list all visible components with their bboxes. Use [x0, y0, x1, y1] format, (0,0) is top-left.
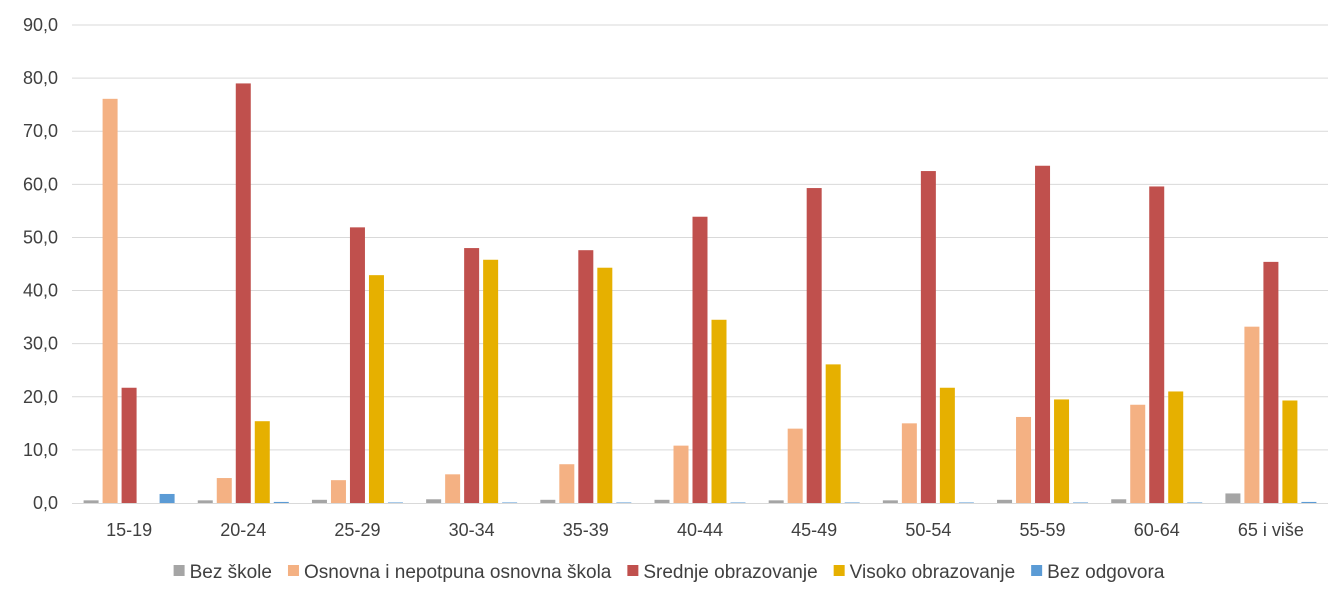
x-tick-label: 15-19: [106, 520, 152, 540]
bar: [1130, 404, 1146, 503]
bar: [1111, 499, 1127, 503]
bar: [692, 216, 708, 503]
legend-swatch: [1031, 565, 1043, 576]
bar: [197, 500, 213, 503]
legend-swatch: [173, 565, 185, 576]
x-tick-label: 30-34: [449, 520, 495, 540]
bar: [311, 499, 327, 503]
bar: [578, 250, 594, 503]
bar: [673, 445, 689, 503]
bar: [1035, 165, 1051, 503]
y-axis: 0,0 10,0 20,0 30,0 40,0 50,0 60,0 70,0 80,0 90,0: [23, 15, 58, 513]
bar: [920, 171, 936, 504]
bar: [1244, 326, 1260, 503]
bar: [1282, 400, 1298, 503]
y-tick-label: 90,0: [23, 15, 58, 35]
bar: [806, 188, 822, 503]
legend: Bez škole Osnovna i nepotpuna osnovna ško…: [173, 562, 1165, 583]
bar: [597, 267, 613, 503]
x-tick-label: 45-49: [791, 520, 837, 540]
legend-item: Bez odgovora: [1031, 562, 1165, 583]
bar: [958, 502, 974, 503]
bar: [387, 502, 403, 503]
bar: [1301, 501, 1317, 503]
legend-label: Osnovna i nepotpuna osnovna škola: [304, 562, 612, 583]
y-tick-label: 40,0: [23, 281, 58, 301]
bar: [1016, 416, 1032, 503]
x-tick-label: 35-39: [563, 520, 609, 540]
y-tick-label: 20,0: [23, 387, 58, 407]
bar: [1168, 391, 1184, 503]
y-tick-label: 70,0: [23, 121, 58, 141]
bar: [83, 500, 99, 503]
x-tick-label: 60-64: [1134, 520, 1180, 540]
bar: [349, 227, 365, 503]
bar: [216, 478, 232, 503]
x-tick-label: 20-24: [220, 520, 266, 540]
legend-swatch: [287, 565, 299, 576]
bar: [159, 493, 175, 503]
bar: [1073, 502, 1089, 503]
legend-item: Osnovna i nepotpuna osnovna škola: [287, 562, 612, 583]
legend-item: Srednje obrazovanje: [627, 562, 818, 583]
bar: [235, 83, 251, 503]
y-tick-label: 80,0: [23, 68, 58, 88]
legend-swatch: [627, 565, 639, 576]
bar: [559, 464, 575, 503]
bar: [330, 480, 346, 503]
bar: [768, 500, 784, 503]
bar: [844, 502, 860, 503]
bar: [502, 502, 518, 503]
bar: [426, 499, 442, 503]
bar: [939, 387, 955, 503]
bar: [997, 499, 1013, 503]
legend-swatch: [833, 565, 845, 576]
x-axis: 15-19 20-24 25-29 30-34 35-39 40-44 45-49 50-54…: [72, 503, 1328, 540]
legend-item: Visoko obrazovanje: [833, 562, 1015, 583]
bar: [616, 502, 632, 503]
bar: [787, 428, 803, 503]
bar: [711, 319, 727, 503]
bar: [654, 499, 670, 503]
legend-label: Bez škole: [190, 562, 272, 583]
y-tick-label: 50,0: [23, 227, 58, 247]
x-tick-label: 40-44: [677, 520, 723, 540]
bar: [1054, 399, 1070, 503]
bar: [254, 421, 270, 503]
bar: [368, 275, 384, 503]
y-tick-label: 10,0: [23, 440, 58, 460]
bar: [483, 259, 499, 503]
bar: [540, 499, 556, 503]
bars: [83, 83, 1317, 504]
bar: [730, 502, 746, 503]
bar: [901, 423, 917, 503]
y-tick-label: 0,0: [33, 493, 58, 513]
bar: [825, 364, 841, 503]
x-tick-label: 25-29: [334, 520, 380, 540]
bar: [121, 387, 137, 503]
bar: [464, 248, 480, 503]
y-tick-label: 60,0: [23, 174, 58, 194]
x-tick-label: 50-54: [905, 520, 951, 540]
bar: [1187, 502, 1203, 503]
x-tick-label: 65 i više: [1238, 520, 1304, 540]
y-tick-label: 30,0: [23, 334, 58, 354]
bar: [273, 501, 289, 503]
bar: [1225, 493, 1241, 503]
legend-item: Bez škole: [173, 562, 272, 583]
bar: [445, 474, 461, 503]
bar: [1263, 261, 1279, 503]
x-tick-label: 55-59: [1020, 520, 1066, 540]
legend-label: Bez odgovora: [1047, 562, 1165, 583]
legend-label: Srednje obrazovanje: [643, 562, 817, 583]
bar: [882, 500, 898, 503]
bar: [102, 98, 118, 503]
bar: [1149, 186, 1165, 504]
legend-label: Visoko obrazovanje: [850, 562, 1015, 583]
